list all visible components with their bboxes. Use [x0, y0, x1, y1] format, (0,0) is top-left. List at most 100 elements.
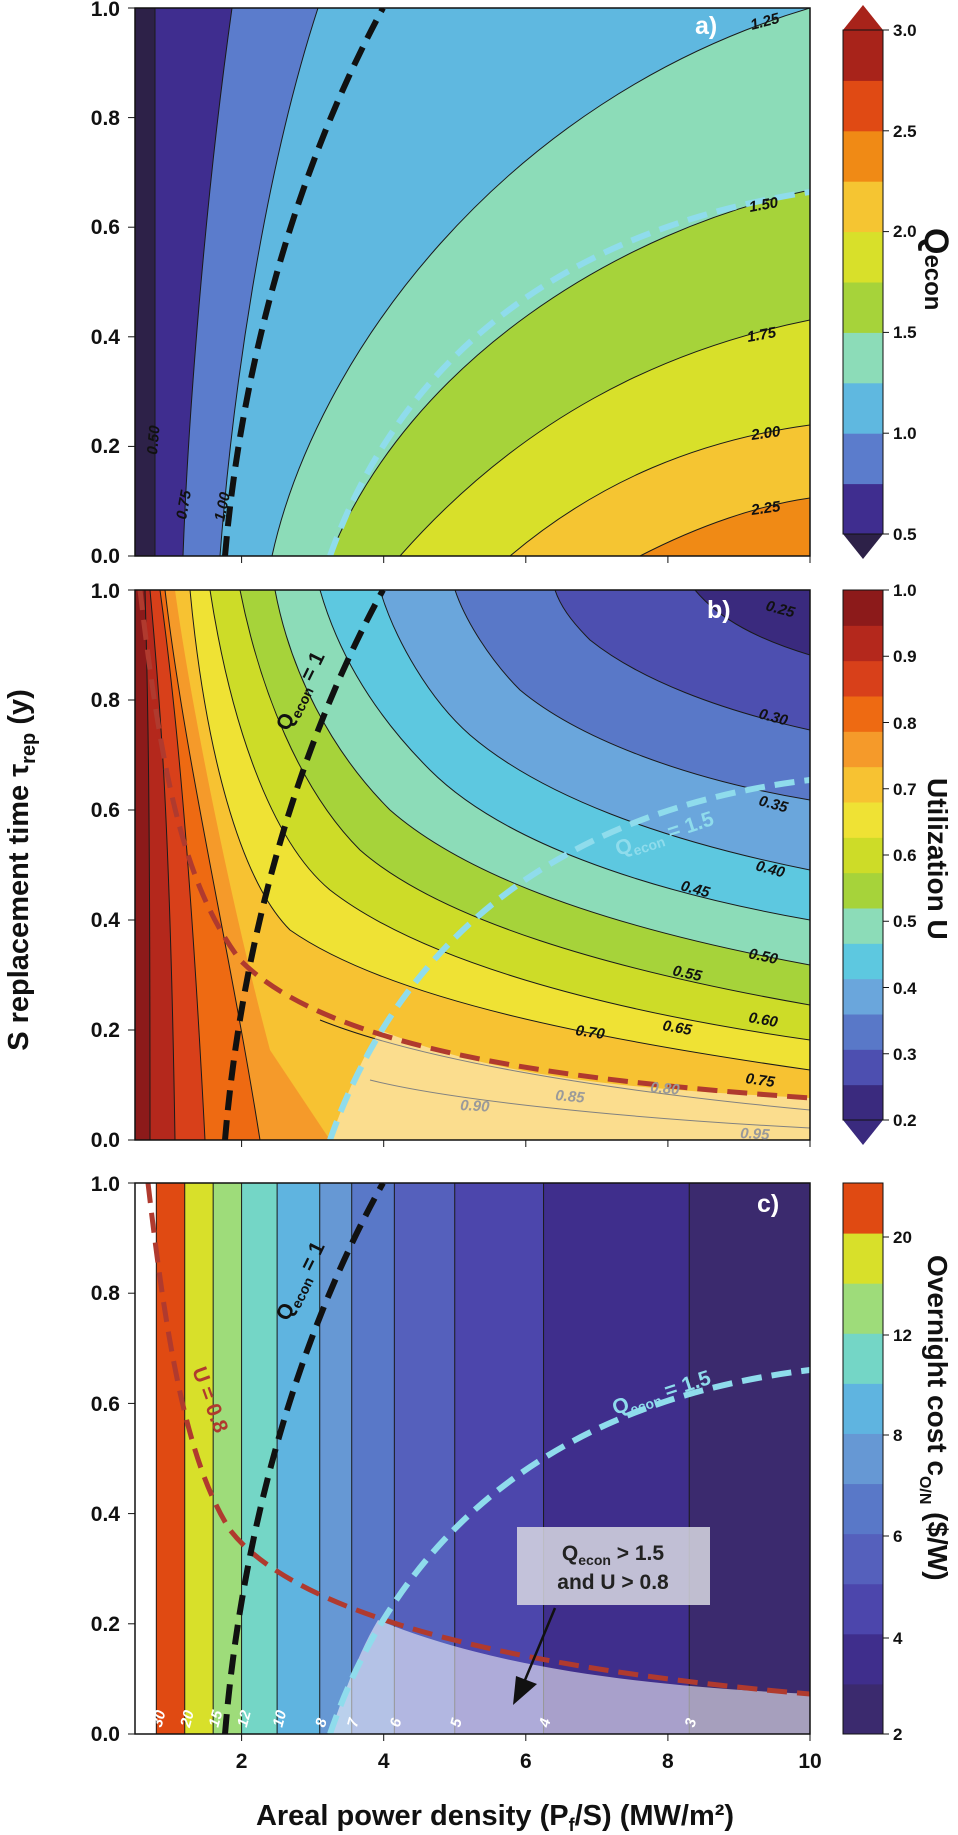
curve-b-qecon-1	[222, 590, 386, 1140]
cb-tick-a-3.0: 3.0	[883, 21, 917, 40]
svg-text:20: 20	[893, 1228, 912, 1247]
x-tick-c-6: 6	[520, 1734, 532, 1773]
contour-region-a-2.50	[640, 498, 810, 556]
cb-tick-a-0.5: 0.5	[883, 525, 917, 544]
y-ticks-c: 0.0 0.2 0.4 0.6 0.8 1.0	[91, 1173, 135, 1746]
contour-label-b-0.50: 0.50	[747, 945, 780, 968]
colorbar-b-swatch-5	[843, 908, 883, 944]
annotation-arrow	[523, 1607, 557, 1681]
colorbar-c: 2 4 6 8 12 20 Overnight cost cO/N ($/W)	[842, 1182, 953, 1744]
colorbar-b-swatch-10	[843, 731, 883, 768]
y-tick-b-5: 1.0	[91, 580, 135, 603]
colorbar-b-swatch-2	[843, 1014, 883, 1050]
curve-c-u-0.8	[145, 1183, 810, 1697]
contour-label-c-12: 12	[234, 1708, 255, 1729]
svg-text:1.0: 1.0	[91, 0, 120, 21]
colorbar-b-swatch-8	[843, 802, 883, 838]
colorbar-c-swatch-3	[843, 1533, 883, 1585]
colorbar-a-swatch-9	[843, 30, 883, 81]
contour-line-a-1.50	[329, 189, 810, 556]
svg-text:6: 6	[893, 1527, 902, 1546]
curve-a-qecon-1	[222, 8, 386, 556]
contour-line-a-2.25	[639, 497, 810, 556]
annotation-box	[517, 1527, 710, 1605]
contour-label-b-0.65: 0.65	[661, 1017, 693, 1039]
colorbar-b-swatch-1	[843, 1049, 883, 1086]
contour-region-b-0.30	[695, 590, 810, 655]
y-tick-b-4: 0.8	[91, 689, 135, 712]
svg-text:0.4: 0.4	[91, 909, 121, 932]
contour-label-b-0.90: 0.90	[460, 1097, 491, 1116]
contour-label-a-0.75: 0.75	[173, 488, 195, 520]
svg-text:8: 8	[662, 1750, 674, 1773]
y-axis-label: S replacement time τrep (y)	[3, 689, 40, 1051]
contour-band-c-3	[213, 1183, 242, 1734]
svg-text:0.4: 0.4	[91, 326, 121, 349]
colorbar-c-swatch-10	[843, 1183, 883, 1234]
colorbar-a-min-arrow	[843, 534, 883, 559]
panel-b-contours	[135, 590, 810, 1140]
panel-letter-c: c)	[757, 1190, 779, 1218]
panel-letter-a: a)	[695, 12, 717, 40]
colorbar-a-swatch-1	[843, 433, 883, 485]
svg-text:2.5: 2.5	[893, 122, 917, 141]
contour-band-c-0	[135, 1183, 157, 1734]
contour-label-c-30: 30	[149, 1708, 170, 1729]
y-ticks-a: 0.0 0.2 0.4 0.6 0.8 1.0	[91, 0, 135, 568]
svg-text:1.0: 1.0	[893, 581, 917, 600]
contour-lines-b	[144, 590, 810, 1140]
colorbar-c-swatch-9	[843, 1233, 883, 1284]
svg-text:0.3: 0.3	[893, 1045, 917, 1064]
colorbar-b-swatch-13	[843, 625, 883, 662]
y-tick-b-3: 0.6	[91, 799, 135, 822]
svg-text:0.8: 0.8	[893, 714, 917, 733]
curve-b-u-0.8	[137, 590, 810, 1101]
svg-text:0.8: 0.8	[91, 689, 121, 712]
svg-text:1.0: 1.0	[91, 1173, 120, 1196]
colorbar-c-swatch-1	[843, 1633, 883, 1685]
colorbar-a-swatch-3	[843, 332, 883, 384]
feasible-region-b	[330, 1030, 810, 1140]
svg-text:0.6: 0.6	[893, 846, 917, 865]
colorbar-a: 0.5 1.0 1.5 2.0 2.5 3.0 Qecon	[842, 5, 955, 559]
y-tick-a-0: 0.0	[91, 545, 135, 568]
panel-c: 30 20 15 12 10 8 7 6 5 4 3 Qecon = 1 Qecon = 1.5 U…	[91, 1173, 953, 1773]
panel-b: 0.25 0.30 0.35 0.40 0.45 0.50 0.55 0.60 …	[91, 580, 953, 1152]
svg-text:0.9: 0.9	[893, 647, 917, 666]
y-tick-b-2: 0.4	[91, 909, 135, 932]
contour-band-c-11	[689, 1183, 810, 1734]
colorbar-a-swatch-2	[843, 382, 883, 434]
contour-line-a-2.00	[509, 424, 810, 556]
colorbar-b-swatch-0	[843, 1084, 883, 1121]
svg-text:2: 2	[893, 1725, 902, 1744]
svg-text:0.2: 0.2	[893, 1111, 917, 1130]
annotation-region: Qecon > 1.5 and U > 0.8	[513, 1527, 710, 1705]
colorbar-c-ticks: 2 4 6 8 12 20	[883, 1228, 912, 1744]
svg-text:0.7: 0.7	[893, 780, 917, 799]
svg-text:0.4: 0.4	[91, 1503, 121, 1526]
annotation-arrowhead	[513, 1676, 537, 1705]
contour-band-c-6	[319, 1183, 352, 1734]
svg-text:10: 10	[798, 1750, 821, 1773]
contour-label-b-0.85: 0.85	[555, 1087, 586, 1107]
colorbar-c-swatch-8	[843, 1283, 883, 1334]
colorbar-a-swatch-7	[843, 130, 883, 182]
y-tick-a-4: 0.8	[91, 107, 135, 130]
cb-tick-a-1.0: 1.0	[883, 424, 917, 443]
x-tick-c-2: 2	[236, 1734, 248, 1773]
contour-line-a-1.75	[399, 319, 810, 556]
contour-line-a-1.00	[219, 8, 319, 556]
colorbar-a-swatches	[843, 30, 883, 535]
colorbar-a-swatch-8	[843, 80, 883, 132]
svg-text:2: 2	[236, 1750, 248, 1773]
contour-line-a-1.25	[271, 8, 810, 556]
x-ticks-c: 2 4 6 8 10	[236, 1734, 822, 1773]
panel-a: 0.50 0.75 1.00 1.25 1.50 1.75 2.00 2.25 …	[91, 0, 955, 568]
curve-c-qecon-1.5	[327, 1367, 810, 1734]
colorbar-c-swatch-7	[843, 1333, 883, 1384]
svg-text:0.6: 0.6	[91, 216, 120, 239]
svg-text:0.4: 0.4	[893, 979, 917, 998]
colorbar-c-swatch-4	[843, 1483, 883, 1535]
curve-b-qecon-1.5	[327, 777, 810, 1140]
svg-text:4: 4	[893, 1629, 903, 1648]
